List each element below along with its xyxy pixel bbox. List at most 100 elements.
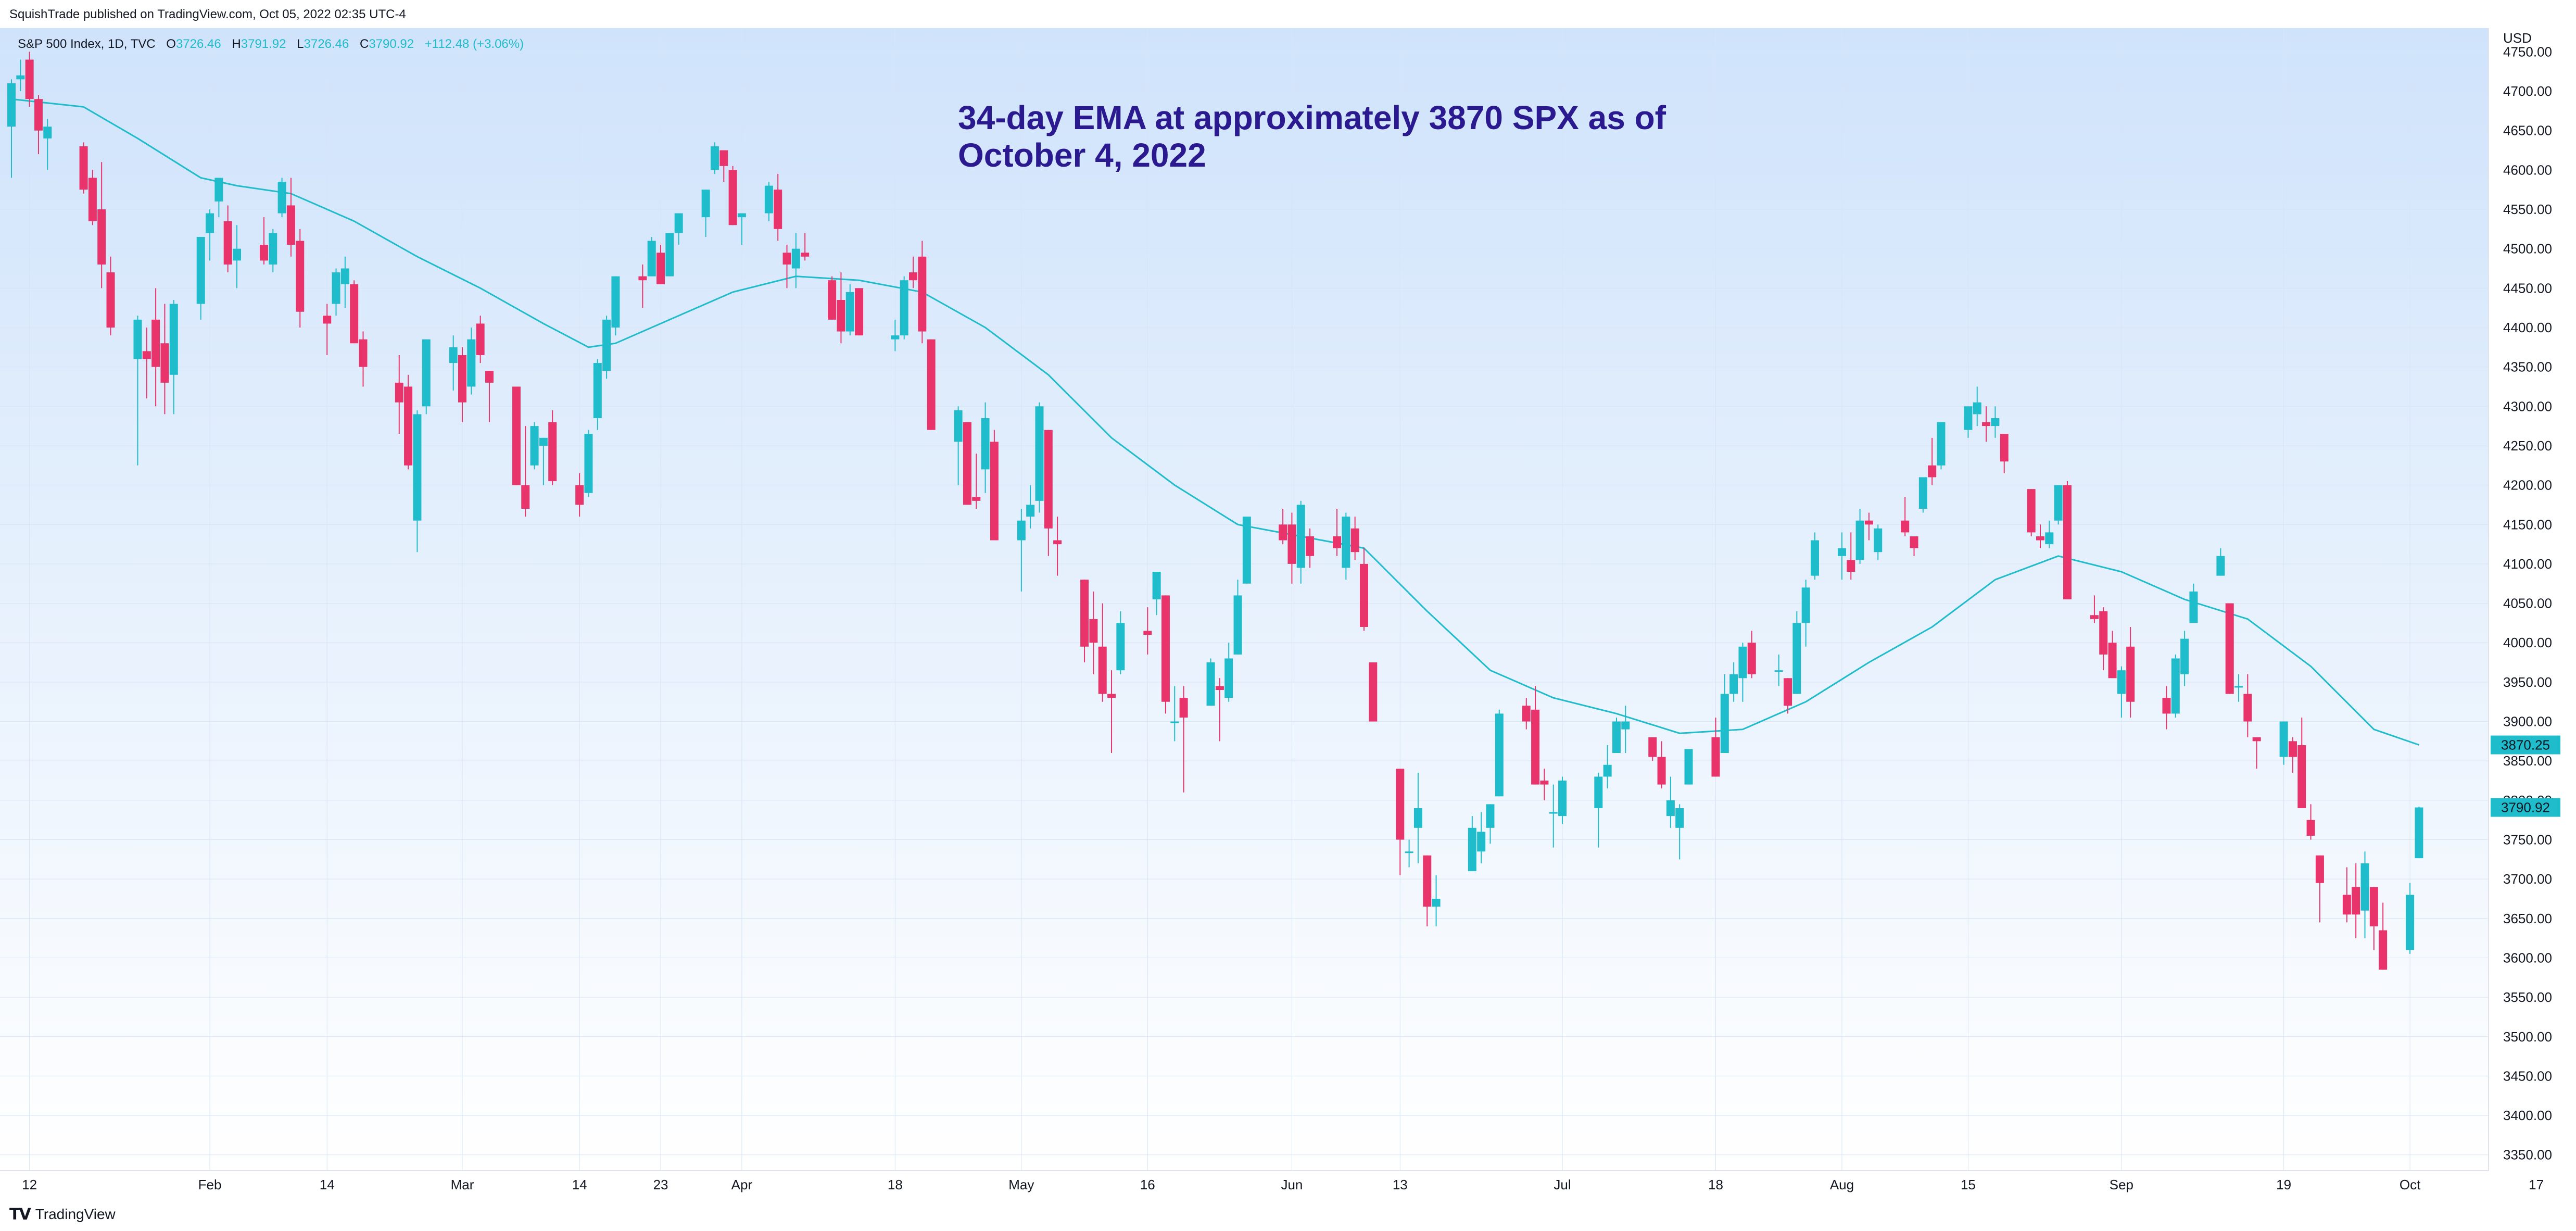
candle-body-33 [449, 347, 458, 363]
candle-body-169 [2225, 603, 2234, 694]
candle-body-133 [1747, 643, 1756, 674]
y-tick-label-24: 3550.00 [2503, 989, 2552, 1005]
chart-annotation-line-1: 34-day EMA at approximately 3870 SPX as … [958, 99, 1666, 136]
candle-body-180 [2360, 863, 2369, 911]
x-tick-label-9: 16 [1140, 1177, 1155, 1192]
time-axis-background[interactable] [0, 1171, 2489, 1198]
legend-symbol: S&P 500 Index, 1D, TVC [18, 37, 156, 51]
candle-body-102 [1342, 517, 1350, 568]
legend-low-label: L [297, 37, 304, 51]
x-tick-label-7: 18 [888, 1177, 903, 1192]
candle-body-93 [1215, 686, 1224, 690]
y-tick-label-8: 4350.00 [2503, 359, 2552, 375]
candle-body-2 [25, 59, 34, 99]
candle-body-167 [2189, 591, 2198, 623]
candle-body-141 [1855, 520, 1864, 560]
x-tick-label-10: Jun [1281, 1177, 1303, 1192]
candle-body-125 [1657, 757, 1666, 785]
candle-body-95 [1233, 595, 1242, 655]
candle-body-79 [1035, 406, 1044, 501]
x-tick-label-17: 19 [2276, 1177, 2291, 1192]
y-tick-label-2: 4650.00 [2503, 123, 2552, 139]
candle-body-97 [1279, 524, 1287, 541]
candle-body-13 [169, 304, 178, 375]
candle-body-38 [512, 386, 521, 485]
price-label-bg-1 [2491, 798, 2560, 817]
candle-body-89 [1161, 595, 1170, 702]
y-axis: 4750.00 4700.00 4650.00 4600.00 4550.00 4500.… [2503, 44, 2552, 1162]
candle-body-63 [828, 280, 837, 320]
y-tick-label-23: 3600.00 [2503, 950, 2552, 965]
candle-body-42 [548, 422, 557, 482]
candle-body-99 [1296, 505, 1305, 568]
candle-body-65 [845, 292, 854, 332]
candle-body-130 [1720, 694, 1729, 753]
candle-body-159 [2090, 615, 2099, 619]
candle-body-73 [963, 422, 971, 505]
candle-body-170 [2234, 686, 2243, 688]
y-tick-label-12: 4150.00 [2503, 517, 2552, 532]
candle-body-0 [7, 83, 16, 127]
candle-body-52 [674, 213, 683, 233]
candle-body-27 [350, 284, 359, 344]
candle-body-145 [1910, 536, 1918, 548]
publish-header: SquishTrade published on TradingView.com… [0, 0, 2576, 29]
y-tick-label-9: 4300.00 [2503, 398, 2552, 414]
candle-body-67 [891, 335, 900, 340]
y-tick-label-10: 4250.00 [2503, 438, 2552, 454]
candle-body-41 [539, 437, 548, 446]
candle-body-28 [359, 339, 368, 367]
candle-body-158 [2063, 485, 2072, 599]
y-tick-label-3: 4600.00 [2503, 162, 2552, 178]
candle-body-128 [1684, 749, 1693, 785]
candle-body-98 [1287, 524, 1296, 564]
candle-body-173 [2279, 721, 2288, 757]
candle-body-83 [1089, 619, 1098, 643]
candle-body-72 [954, 410, 963, 442]
candle-body-90 [1170, 721, 1179, 723]
candle-body-150 [1973, 402, 1981, 414]
candle-body-64 [837, 300, 845, 332]
legend-close-label: C [360, 37, 369, 51]
y-tick-label-21: 3700.00 [2503, 871, 2552, 887]
price-axis-background[interactable] [2489, 28, 2576, 1198]
candle-body-168 [2216, 556, 2225, 576]
candle-body-143 [1874, 528, 1883, 552]
candle-body-18 [233, 248, 241, 261]
legend-high-label: H [232, 37, 241, 51]
candle-body-68 [900, 280, 908, 336]
candle-body-20 [269, 233, 277, 265]
candle-body-57 [737, 213, 746, 218]
candle-body-142 [1864, 520, 1873, 525]
candle-body-16 [214, 178, 223, 202]
candle-body-61 [791, 248, 800, 269]
x-tick-label-14: Aug [1830, 1177, 1854, 1192]
price-chart[interactable]: 34-day EMA at approximately 3870 SPX as … [0, 28, 2576, 1198]
y-tick-label-14: 4050.00 [2503, 596, 2552, 611]
candle-body-94 [1224, 658, 1233, 698]
y-tick-label-28: 3350.00 [2503, 1147, 2552, 1163]
legend-high-value: 3791.92 [241, 37, 286, 51]
x-tick-label-19: 17 [2529, 1177, 2544, 1192]
candle-body-24 [323, 316, 332, 324]
y-tick-label-7: 4400.00 [2503, 320, 2552, 335]
candle-body-1 [16, 75, 25, 80]
x-tick-label-16: Sep [2110, 1177, 2133, 1192]
candle-body-123 [1621, 721, 1630, 730]
legend-close-value: 3790.92 [369, 37, 414, 51]
candle-body-47 [611, 276, 620, 328]
x-tick-label-5: 23 [653, 1177, 668, 1192]
candle-body-100 [1306, 536, 1315, 556]
candle-body-48 [638, 276, 647, 281]
candle-body-40 [530, 426, 539, 466]
candle-body-91 [1179, 698, 1188, 718]
candle-body-8 [106, 272, 115, 328]
candle-body-5 [79, 146, 88, 190]
candle-body-152 [1991, 418, 2000, 426]
candle-body-119 [1558, 781, 1567, 817]
x-tick-label-2: 14 [320, 1177, 335, 1192]
candle-body-172 [2252, 737, 2261, 742]
tradingview-brand[interactable]: TV TradingView [9, 1205, 116, 1224]
y-tick-label-5: 4500.00 [2503, 241, 2552, 257]
candle-body-151 [1982, 422, 1991, 426]
